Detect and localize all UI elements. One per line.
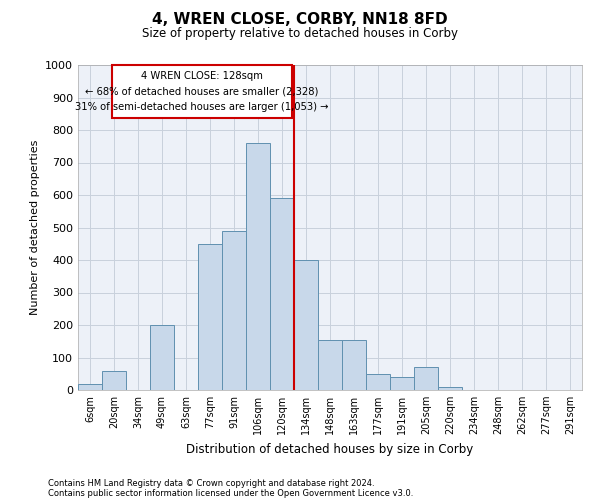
Bar — [222, 231, 246, 390]
Bar — [318, 340, 342, 390]
Bar — [102, 370, 126, 390]
Text: Contains HM Land Registry data © Crown copyright and database right 2024.: Contains HM Land Registry data © Crown c… — [48, 478, 374, 488]
Y-axis label: Number of detached properties: Number of detached properties — [29, 140, 40, 315]
Bar — [198, 244, 222, 390]
Text: 4, WREN CLOSE, CORBY, NN18 8FD: 4, WREN CLOSE, CORBY, NN18 8FD — [152, 12, 448, 28]
Bar — [112, 65, 292, 118]
Text: Size of property relative to detached houses in Corby: Size of property relative to detached ho… — [142, 28, 458, 40]
Bar — [342, 340, 366, 390]
Bar — [150, 325, 174, 390]
Bar — [294, 260, 318, 390]
Bar — [270, 198, 294, 390]
Bar — [414, 367, 438, 390]
Bar — [390, 377, 414, 390]
Text: Contains public sector information licensed under the Open Government Licence v3: Contains public sector information licen… — [48, 488, 413, 498]
X-axis label: Distribution of detached houses by size in Corby: Distribution of detached houses by size … — [187, 442, 473, 456]
Bar — [366, 374, 390, 390]
Bar — [438, 387, 462, 390]
Bar — [246, 143, 270, 390]
Text: 4 WREN CLOSE: 128sqm
← 68% of detached houses are smaller (2,328)
31% of semi-de: 4 WREN CLOSE: 128sqm ← 68% of detached h… — [75, 71, 328, 112]
Bar — [78, 384, 102, 390]
